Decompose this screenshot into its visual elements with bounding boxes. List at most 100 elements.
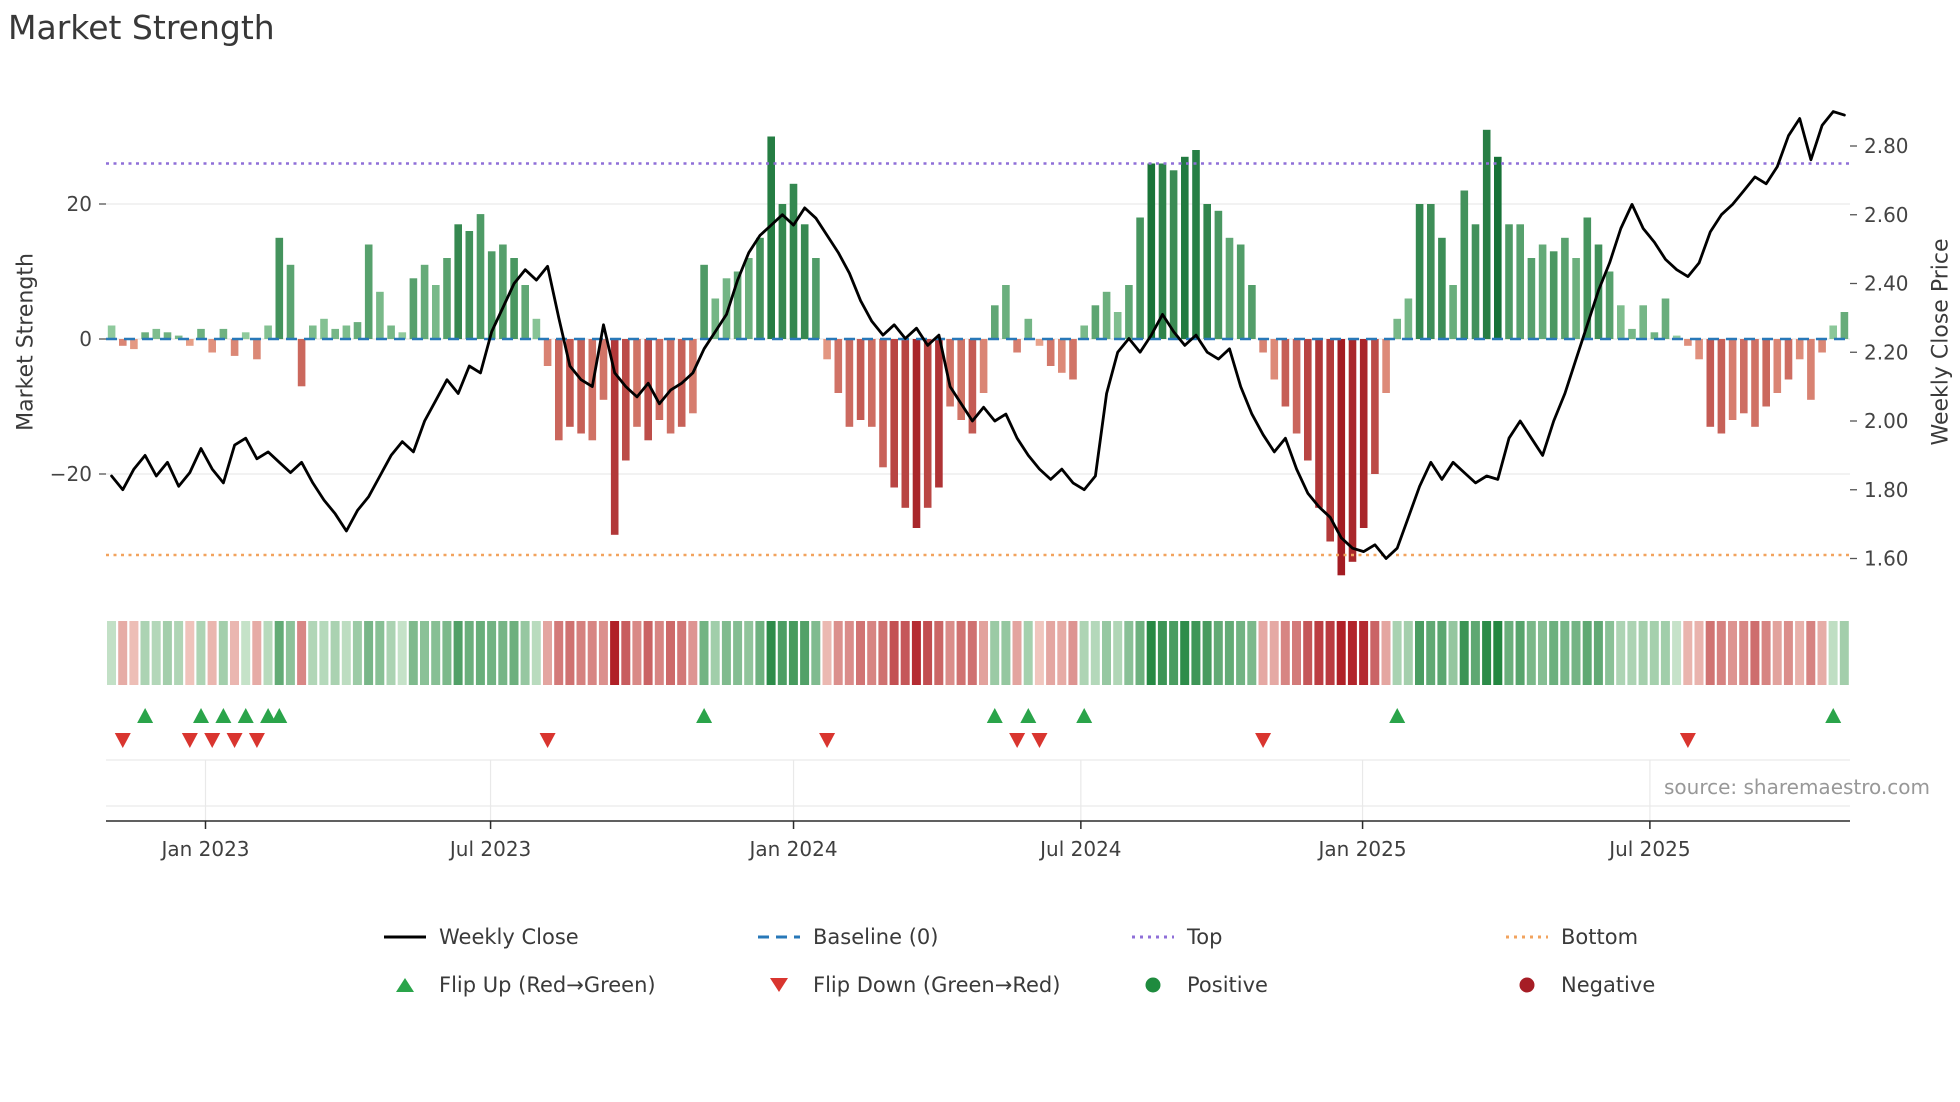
heatmap-cell (677, 621, 687, 685)
legend-item-bottom: Bottom (1504, 916, 1878, 958)
flip-down-marker (248, 733, 265, 748)
strength-bar (1695, 339, 1703, 360)
strength-bar (890, 339, 898, 488)
strength-bar (119, 339, 127, 346)
strength-bar (454, 224, 462, 340)
strength-bar (1035, 339, 1044, 346)
heatmap-cell (431, 621, 441, 685)
heatmap-cell (1102, 621, 1111, 685)
heatmap-cell (1046, 621, 1056, 685)
flip-up-marker (237, 708, 254, 723)
heatmap-cell (1515, 621, 1525, 685)
heatmap-cell (867, 621, 877, 685)
strength-bar (733, 271, 742, 339)
heatmap-cell (498, 621, 508, 685)
flip-up-markers (137, 708, 1842, 723)
heatmap-cell (1750, 621, 1760, 685)
strength-bar (1315, 339, 1323, 508)
strength-bar (174, 335, 183, 339)
strength-bar (1214, 210, 1223, 340)
strength-bar (1460, 190, 1469, 339)
legend-item-baseline: Baseline (0) (756, 916, 1130, 958)
heatmap-cell (151, 621, 161, 685)
heatmap-cell (1783, 621, 1793, 685)
strength-bar (432, 285, 440, 339)
strength-bar (130, 339, 138, 350)
heatmap-cell (330, 621, 340, 685)
flip-down-swatch-triangle (770, 978, 788, 992)
flip-down-marker (181, 733, 198, 748)
strength-bar (275, 237, 284, 340)
strength-bar (331, 328, 339, 339)
legend-item-flip-down: Flip Down (Green→Red) (756, 964, 1130, 1006)
heatmap-cell (733, 621, 743, 685)
strength-bar (1818, 339, 1826, 353)
strength-bar (1359, 339, 1368, 528)
strength-bar (555, 339, 563, 441)
strength-bar (152, 328, 161, 339)
heatmap-cell (1202, 621, 1212, 685)
flip-down-marker (1009, 733, 1026, 748)
flip-up-marker (193, 708, 210, 723)
strength-bar (689, 339, 697, 414)
heatmap-cell (766, 621, 776, 685)
strength-bar (286, 264, 295, 340)
flip-up-marker (1389, 708, 1406, 723)
flip-down-marker (226, 733, 243, 748)
strength-bar (800, 224, 809, 340)
strength-bar (1628, 328, 1636, 339)
flip-up-marker (137, 708, 154, 723)
heatmap-cell (218, 621, 228, 685)
strength-bar (443, 258, 451, 339)
heatmap-cell (833, 621, 843, 685)
heatmap-cell (1012, 621, 1022, 685)
heatmap-cell (1157, 621, 1167, 685)
strength-bar (1505, 224, 1513, 340)
positive-dot-icon (1130, 976, 1176, 994)
x-tick-label: Jan 2024 (747, 837, 837, 861)
heatmap-cell (1538, 621, 1547, 685)
heatmap-cell (1079, 621, 1089, 685)
strength-bar (1415, 204, 1424, 339)
flip-down-marker (1255, 733, 1272, 748)
strength-bar (655, 339, 664, 420)
heatmap-cell (1739, 621, 1749, 685)
heatmap-cell (598, 621, 608, 685)
flip-up-marker (1020, 708, 1037, 723)
weekly-close-path (110, 110, 1846, 560)
heatmap-cell (464, 621, 474, 685)
strength-bar (1471, 224, 1480, 340)
flip-down-marker (204, 733, 221, 748)
heatmap-cell (1403, 621, 1413, 685)
y-tick-label: 1.80 (1864, 478, 1909, 502)
strength-bar (1069, 339, 1077, 380)
strength-bar (543, 339, 552, 366)
heatmap-cell (1549, 621, 1559, 685)
heatmap-cell (889, 621, 899, 685)
y-tick-label: 1.60 (1864, 547, 1909, 571)
strength-bar (946, 339, 954, 407)
strength-bar (1192, 150, 1200, 339)
heatmap-cell (352, 621, 362, 685)
heatmap-cell (800, 621, 810, 685)
bottom-line-swatch (1504, 929, 1550, 945)
strength-bar (1639, 305, 1647, 340)
heatmap-cell (1672, 621, 1682, 685)
heatmap-cell (129, 621, 139, 685)
strength-bar (1583, 217, 1592, 339)
strength-bar (1236, 244, 1245, 339)
strength-bar (1706, 339, 1715, 427)
heatmap-cell (788, 621, 798, 685)
strength-bar (1393, 318, 1401, 340)
strength-bar (879, 339, 887, 468)
heatmap-cell (554, 621, 564, 685)
heatmap-cell (1605, 621, 1615, 685)
heatmap-cell (1258, 621, 1268, 685)
strength-bar (1717, 339, 1726, 434)
heatmap-cell (565, 621, 575, 685)
flip-down-triangle-icon (756, 976, 802, 994)
x-tick-label: Jan 2025 (1317, 837, 1407, 861)
strength-bar (420, 264, 429, 340)
heatmap-cell (923, 621, 933, 685)
